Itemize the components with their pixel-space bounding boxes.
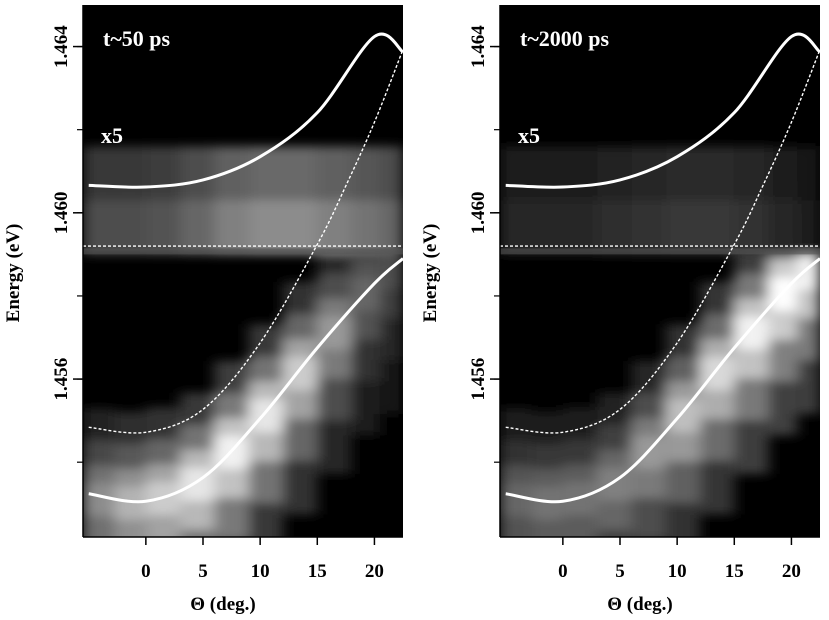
panel-title-t2000ps: t~2000 ps	[520, 26, 610, 51]
x-tick-label: 5	[198, 561, 208, 582]
heatmap-t50ps	[83, 5, 403, 537]
x-tick-label: 20	[782, 561, 801, 582]
curve-bare-cavity-mode	[88, 49, 403, 434]
scale-boundary	[500, 248, 820, 255]
upper-band-core	[380, 200, 403, 255]
scale-boundary	[83, 248, 403, 255]
panel-t2000ps: 0 5 10 15 20 1.456 1.460 1.464 t~2000 ps x5 Θ (…	[420, 5, 820, 615]
y-tick-label: 1.460	[51, 191, 72, 234]
x-axis-title-t2000ps: Θ (deg.)	[607, 594, 672, 615]
emission-cell	[531, 486, 563, 520]
y-tick-label: 1.460	[468, 191, 489, 234]
x-tick-label: 15	[725, 561, 744, 582]
curves-t50ps	[83, 32, 403, 504]
curve-upper-polariton	[505, 32, 820, 189]
curve-lower-polariton	[88, 257, 403, 504]
x-tick-label: 5	[615, 561, 625, 582]
x-tick-label: 10	[668, 561, 687, 582]
x-tick-label: 15	[308, 561, 327, 582]
curve-bare-cavity-mode	[505, 49, 820, 434]
y-tick-label: 1.456	[51, 358, 72, 401]
upper-band-core	[797, 200, 820, 255]
curve-lower-polariton	[505, 257, 820, 504]
panel-title-t50ps: t~50 ps	[103, 26, 171, 51]
y-tick-label: 1.464	[468, 25, 489, 68]
curves-t2000ps	[500, 32, 820, 504]
y-axis-title-t50ps: Energy (eV)	[3, 224, 24, 323]
x-tick-label: 0	[558, 561, 568, 582]
curve-upper-polariton	[88, 32, 403, 189]
x-tick-label: 10	[251, 561, 270, 582]
emission-cell	[114, 486, 146, 520]
y-axis-title-t2000ps: Energy (eV)	[420, 224, 441, 323]
axes-t2000ps: 0 5 10 15 20 1.456 1.460 1.464	[468, 5, 820, 582]
y-tick-label: 1.464	[51, 25, 72, 68]
emission-cell	[317, 316, 352, 350]
x-axis-title-t50ps: Θ (deg.)	[190, 594, 255, 615]
panel-t50ps: 0 5 10 15 20 1.456 1.460 1.464 t~50 ps x5 Θ (de…	[3, 5, 403, 615]
x-tick-label: 20	[365, 561, 384, 582]
x-tick-label: 0	[141, 561, 151, 582]
axes-t50ps: 0 5 10 15 20 1.456 1.460 1.464	[51, 5, 403, 582]
scale-annotation-t2000ps: x5	[518, 123, 540, 148]
y-tick-label: 1.456	[468, 358, 489, 401]
emission-cell	[734, 316, 769, 350]
scale-annotation-t50ps: x5	[101, 123, 123, 148]
heatmap-t2000ps	[500, 5, 820, 537]
